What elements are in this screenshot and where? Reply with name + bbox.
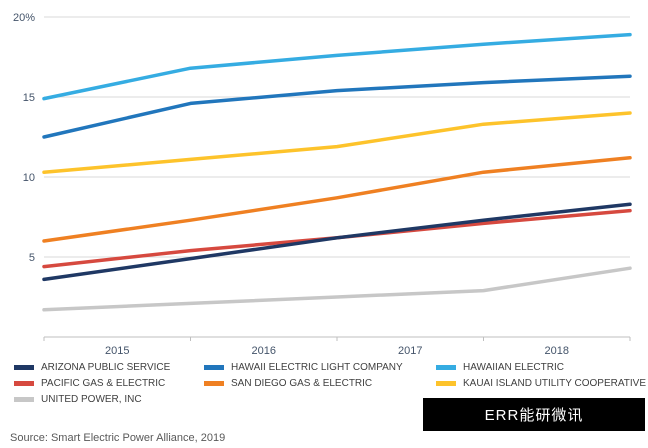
legend-item: HAWAII ELECTRIC LIGHT COMPANY: [204, 362, 436, 373]
legend-label: SAN DIEGO GAS & ELECTRIC: [231, 378, 373, 389]
chart-legend: ARIZONA PUBLIC SERVICE HAWAII ELECTRIC LI…: [0, 358, 648, 405]
legend-row: ARIZONA PUBLIC SERVICE HAWAII ELECTRIC LI…: [14, 362, 648, 373]
legend-label: ARIZONA PUBLIC SERVICE: [41, 362, 171, 373]
line-chart: 5 10 15 20% 2015 2016 2017 2018: [13, 12, 632, 357]
legend-row: PACIFIC GAS & ELECTRIC SAN DIEGO GAS & EL…: [14, 378, 648, 389]
series-line: [42, 74, 632, 139]
legend-row: UNITED POWER, INC: [14, 394, 648, 405]
source-note: Source: Smart Electric Power Alliance, 2…: [10, 432, 226, 444]
legend-item: HAWAIIAN ELECTRIC: [436, 362, 648, 373]
legend-item: PACIFIC GAS & ELECTRIC: [14, 378, 204, 389]
legend-item: SAN DIEGO GAS & ELECTRIC: [204, 378, 436, 389]
legend-item: ARIZONA PUBLIC SERVICE: [14, 362, 204, 373]
x-tick-label: 2015: [105, 345, 129, 357]
legend-swatch: [436, 381, 456, 386]
x-tick-label: 2017: [398, 345, 422, 357]
series-line: [42, 156, 632, 243]
series-line: [42, 32, 632, 101]
x-tick-label: 2016: [252, 345, 276, 357]
y-tick-label: 5: [29, 252, 35, 264]
legend-label: KAUAI ISLAND UTILITY COOPERATIVE: [463, 378, 647, 389]
legend-label: HAWAII ELECTRIC LIGHT COMPANY: [231, 362, 403, 373]
legend-item: UNITED POWER, INC: [14, 394, 204, 405]
legend-swatch: [204, 381, 224, 386]
legend-swatch: [14, 397, 34, 402]
chart-page: 5 10 15 20% 2015 2016 2017 2018 ARIZONA PUBLIC …: [0, 12, 648, 444]
x-tick-label: 2018: [545, 345, 569, 357]
series-line: [42, 202, 632, 282]
y-tick-label: 20%: [13, 12, 35, 24]
legend-swatch: [436, 365, 456, 370]
legend-swatch: [14, 365, 34, 370]
watermark-badge: ERR能研微讯: [423, 398, 645, 431]
legend-swatch: [204, 365, 224, 370]
y-tick-label: 15: [23, 92, 35, 104]
y-tick-label: 10: [23, 172, 35, 184]
series-line: [42, 111, 632, 174]
legend-item: KAUAI ISLAND UTILITY COOPERATIVE: [436, 378, 648, 389]
series-line: [42, 266, 632, 312]
legend-label: PACIFIC GAS & ELECTRIC: [41, 378, 166, 389]
legend-swatch: [14, 381, 34, 386]
legend-label: UNITED POWER, INC: [41, 394, 142, 405]
legend-label: HAWAIIAN ELECTRIC: [463, 362, 564, 373]
